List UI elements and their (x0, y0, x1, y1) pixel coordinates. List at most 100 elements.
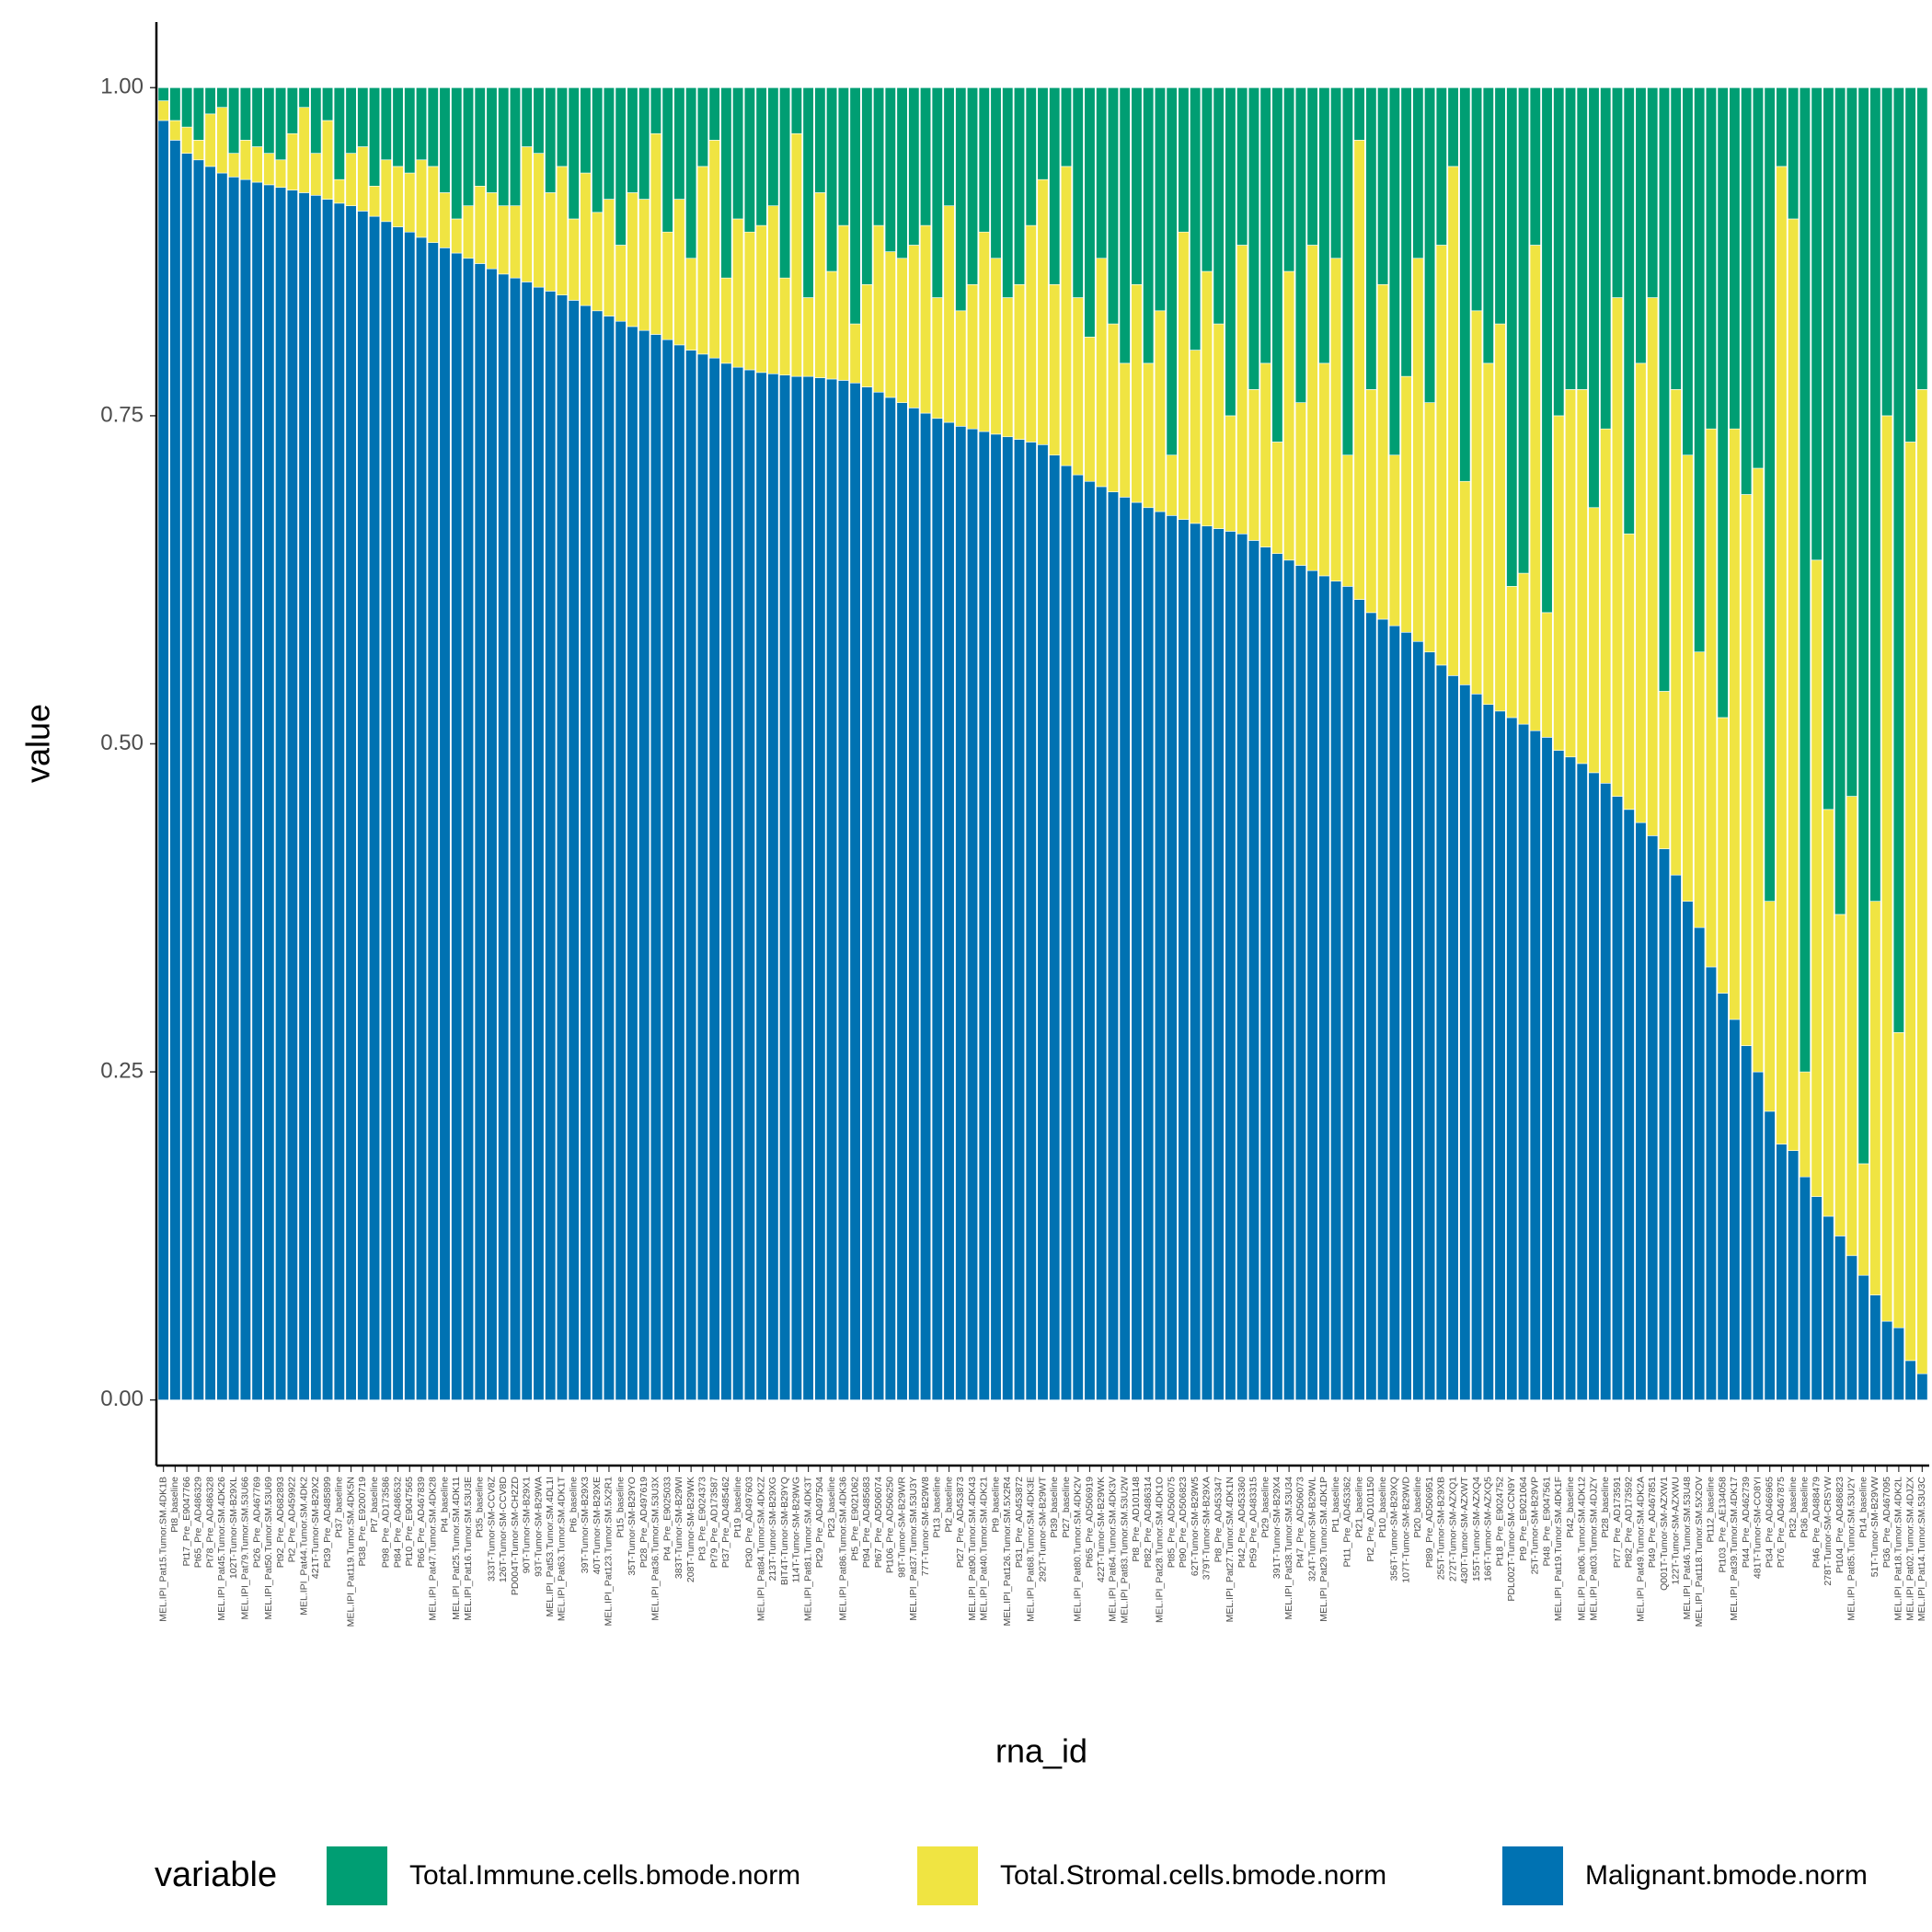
bar-segment (1670, 389, 1682, 876)
bar-segment (533, 286, 545, 1400)
bar-segment (1506, 87, 1518, 587)
bar-segment (802, 297, 814, 377)
bar-segment (943, 205, 955, 423)
bar-segment (204, 166, 216, 1400)
bar-segment (755, 372, 767, 1400)
bar-segment (169, 140, 181, 1400)
bar-segment (1412, 87, 1424, 259)
bar-segment (1131, 87, 1143, 285)
bar-segment (1225, 415, 1236, 532)
bar-segment (685, 87, 697, 259)
bar-segment (1213, 323, 1225, 529)
bar-segment (1658, 691, 1671, 849)
x-tick-label: Pt65_Pre_AD486329 (193, 1477, 204, 1568)
bar-segment (1647, 835, 1659, 1400)
bar-segment (216, 107, 228, 174)
bar-segment (580, 305, 592, 1400)
bar-segment (298, 107, 310, 193)
x-tick-label: MEL.IPI_Pat38.Tumor.SM.53U34 (1283, 1477, 1294, 1620)
bar-segment (1904, 87, 1916, 443)
bar-segment (1353, 87, 1365, 141)
bar-segment (1271, 553, 1283, 1400)
bar-segment (1611, 87, 1624, 298)
bar-segment (380, 159, 392, 223)
bar-segment (1670, 87, 1682, 390)
bar-segment (1576, 87, 1588, 390)
bar-segment (1834, 914, 1846, 1236)
bar-segment (1694, 87, 1706, 652)
bar-segment (884, 87, 896, 252)
bar-segment (1096, 258, 1108, 488)
bar-segment (369, 87, 381, 187)
bar-segment (1213, 528, 1225, 1400)
bar-segment (1869, 1294, 1881, 1400)
bar-segment (568, 218, 580, 301)
bar-segment (239, 140, 251, 180)
bar-segment (380, 221, 392, 1400)
x-tick-label: MEL.IPI_Pat86.Tumor.SM.4DK36 (838, 1477, 849, 1621)
bar-segment (1400, 631, 1412, 1400)
x-tick-label: 208T-Tumor-SM-B29WK (685, 1477, 696, 1582)
bar-segment (1388, 625, 1400, 1400)
bar-segment (1764, 87, 1776, 902)
x-tick-label: MEL.IPI_Pat16.Tumor.SM.53U3E (463, 1477, 474, 1621)
bar-segment (1190, 87, 1202, 351)
bar-segment (920, 87, 932, 226)
bar-segment (486, 268, 498, 1400)
bar-segment (157, 100, 169, 121)
bar-segment (498, 205, 510, 275)
bar-segment (1400, 375, 1412, 633)
x-tick-label: BIT4T-Tumor-SM-B29YQ (779, 1477, 790, 1585)
bar-segment (204, 113, 216, 167)
x-tick-label: Pt27_baseline (1061, 1477, 1072, 1538)
bar-segment (451, 252, 463, 1400)
bar-segment (1365, 389, 1377, 614)
bar-segment (322, 120, 334, 200)
bar-segment (1541, 612, 1553, 738)
x-tick-label: Pt42_Pre_AD453360 (1236, 1477, 1248, 1568)
bar-segment (498, 273, 510, 1400)
bar-segment (685, 350, 697, 1400)
legend-swatch (327, 1846, 387, 1905)
bar-segment (1881, 1320, 1893, 1400)
bar-segment (673, 344, 685, 1400)
x-tick-label: 422T-Tumor-SM-B29WK (1096, 1477, 1107, 1582)
bar-segment (1096, 87, 1108, 259)
bar-segment (1166, 87, 1178, 455)
bar-segment (1447, 675, 1459, 1400)
x-tick-label: Pt6_baseline (568, 1477, 579, 1533)
x-tick-label: Pt21_baseline (1353, 1477, 1364, 1538)
x-tick-label: 391T-Tumor-SM-B29X4 (1271, 1477, 1282, 1579)
bar-segment (509, 277, 522, 1400)
bar-segment (755, 87, 767, 226)
bar-segment (1435, 245, 1447, 666)
legend-label: Total.Stromal.cells.bmode.norm (1000, 1860, 1386, 1891)
x-tick-label: PDL002T-Tumor-SM-CCN9Y (1506, 1477, 1517, 1602)
bar-segment (1447, 166, 1459, 676)
bar-segment (1553, 415, 1565, 751)
bar-segment (615, 245, 627, 322)
bar-segment (861, 87, 873, 285)
x-tick-label: Q001T-Tumor-SM-AZXW1 (1659, 1477, 1670, 1591)
bar-segment (1341, 454, 1353, 587)
x-tick-label: 114T-Tumor-SM-B29WG (791, 1477, 802, 1583)
bar-segment (1294, 402, 1306, 566)
x-tick-label: 107T-Tumor-SM-B29WD (1400, 1477, 1411, 1583)
bar-segment (873, 224, 885, 393)
bar-segment (474, 185, 486, 264)
bar-segment (615, 320, 627, 1400)
bar-segment (837, 380, 849, 1400)
x-tick-label: Pt48_Pre_E9047561 (1541, 1477, 1552, 1567)
bar-segment (1705, 428, 1717, 968)
x-tick-label: Pt31_Pre_AD453872 (1014, 1477, 1025, 1568)
bar-segment (1190, 350, 1202, 524)
bar-segment (204, 87, 216, 115)
bar-segment (990, 258, 1002, 435)
bar-segment (1388, 87, 1400, 455)
bar-segment (1541, 87, 1553, 614)
bar-segment (486, 87, 498, 193)
bar-segment (720, 277, 732, 364)
bar-segment (451, 87, 463, 220)
bar-segment (345, 87, 357, 154)
bar-segment (1752, 467, 1764, 1073)
